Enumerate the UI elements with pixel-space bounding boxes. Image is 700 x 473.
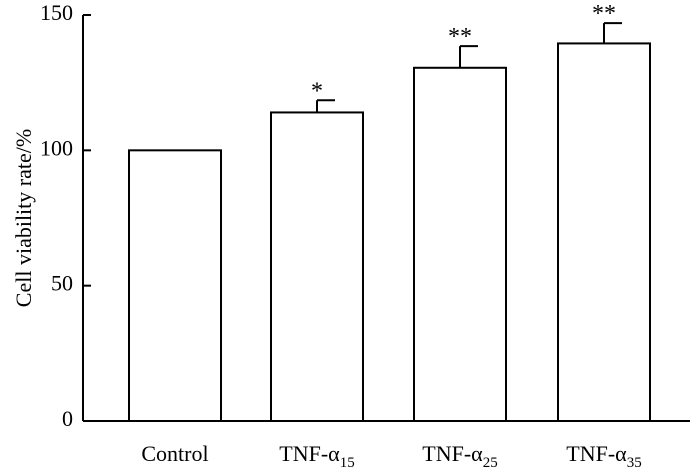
- significance-label: **: [448, 24, 472, 50]
- y-axis-title: Cell viability rate/%: [11, 129, 36, 307]
- significance-label: **: [592, 1, 616, 27]
- bar: [413, 66, 507, 422]
- bar: [557, 42, 651, 422]
- significance-label: *: [311, 78, 323, 104]
- y-tick-label: 100: [40, 135, 73, 160]
- bar: [128, 149, 222, 422]
- y-tick-label: 50: [51, 271, 73, 296]
- y-tick-label: 0: [62, 406, 73, 431]
- y-tick-label: 150: [40, 0, 73, 25]
- x-tick-label: TNF-α35: [566, 441, 641, 471]
- x-tick-label: Control: [141, 441, 208, 466]
- x-tick-label: TNF-α25: [422, 441, 497, 471]
- plot-area: 0 50 100 150 Control * TNF-α15 ** TNF-α25 ** TNF-α…: [40, 0, 690, 471]
- bar: [270, 111, 364, 422]
- x-tick-label: TNF-α15: [279, 441, 354, 471]
